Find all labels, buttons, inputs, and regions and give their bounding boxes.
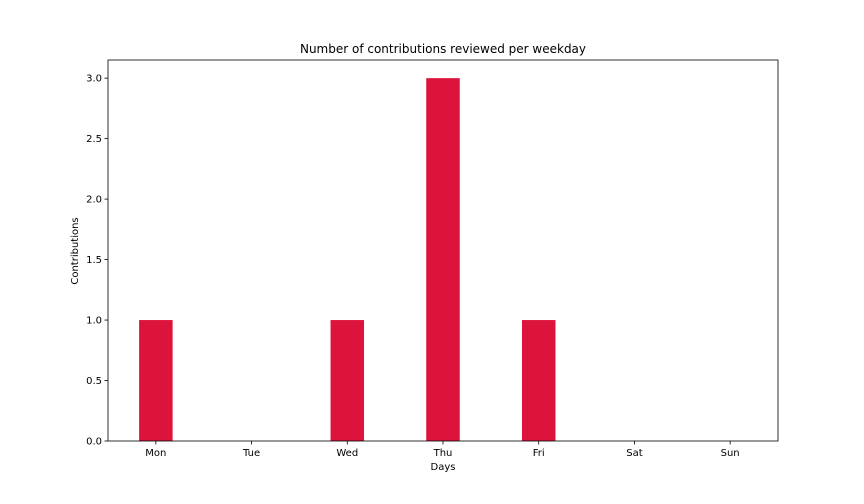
- x-tick-label: Sat: [626, 448, 642, 459]
- y-tick-label: 0.0: [86, 437, 102, 448]
- chart-title: Number of contributions reviewed per wee…: [300, 42, 586, 56]
- bar-thu: [426, 78, 460, 442]
- x-tick-label: Mon: [145, 448, 166, 459]
- y-axis-label: Contributions: [70, 217, 81, 284]
- bar-mon: [139, 320, 173, 441]
- x-tick-label: Wed: [336, 448, 358, 459]
- x-axis-label: Days: [431, 462, 456, 473]
- y-ticks-group: 0.0 0.5 1.0 1.5 2.0 2.5 3.0: [86, 74, 108, 448]
- y-tick-label: 3.0: [86, 74, 102, 85]
- y-tick-label: 2.5: [86, 134, 102, 145]
- y-tick-label: 2.0: [86, 195, 102, 206]
- y-tick-label: 1.0: [86, 316, 102, 327]
- plot-frame: [107, 59, 779, 442]
- bars-group: [139, 78, 556, 442]
- y-tick-label: 0.5: [86, 376, 102, 387]
- x-tick-label: Fri: [533, 448, 545, 459]
- bar-wed: [330, 320, 365, 441]
- y-tick-label: 1.5: [86, 255, 102, 266]
- x-tick-label: Sun: [721, 448, 740, 459]
- x-tick-label: Tue: [242, 448, 260, 459]
- bar-fri: [521, 320, 556, 441]
- x-tick-label: Thu: [433, 448, 453, 459]
- x-ticks-group: Mon Tue Wed Thu Fri Sat Sun: [145, 441, 740, 459]
